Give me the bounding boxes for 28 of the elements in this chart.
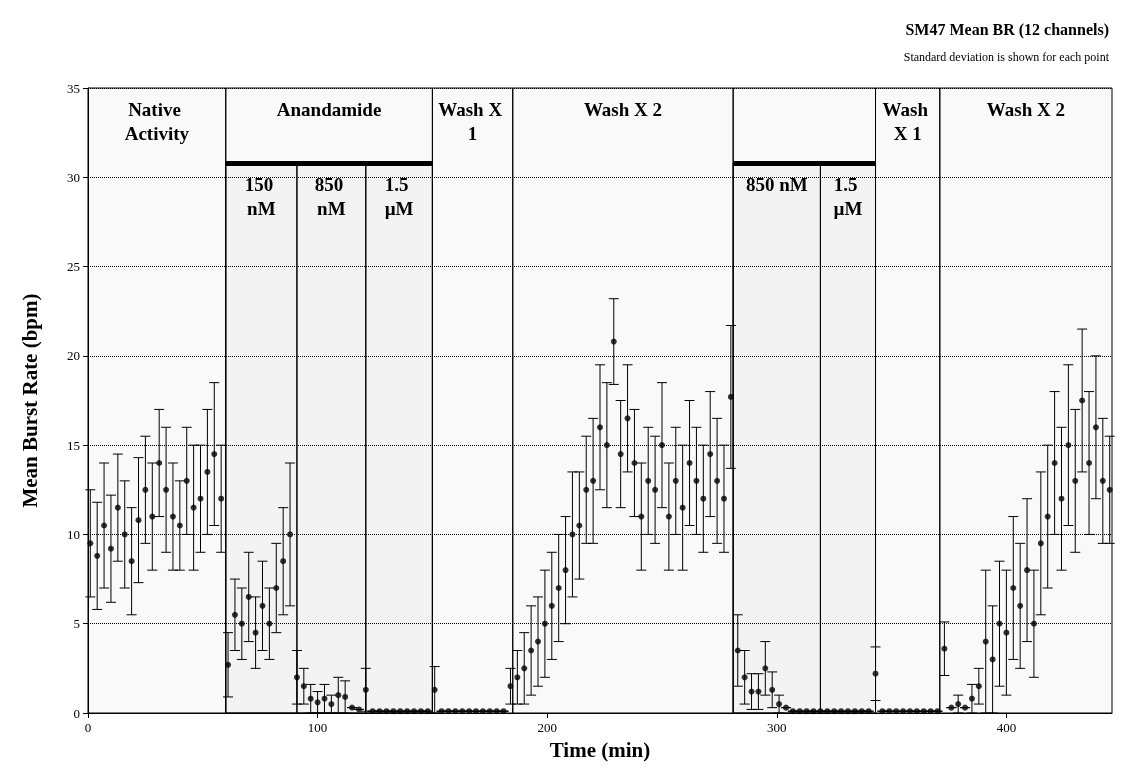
y-tick-label: 35 [67,80,80,96]
y-tick-label: 15 [67,437,80,453]
y-tick-label: 25 [67,259,80,275]
y-tick-label: 30 [67,169,80,185]
y-axis-title: Mean Burst Rate (bpm) [17,293,42,508]
x-tick-label: 200 [537,720,557,735]
x-axis-title: Time (min) [549,737,651,762]
band-label: Native Activity [124,99,190,144]
y-tick-label: 10 [67,526,80,542]
band-label: Wash X 2 [583,99,663,120]
x-tick-label: 100 [307,720,328,735]
band-label: Wash X 2 [986,99,1065,120]
x-tick-label: 300 [767,720,787,735]
y-tick-label: 0 [73,705,80,721]
band-label: 1.5 µM [833,174,863,219]
y-tick-label: 20 [67,348,80,364]
band-label: Anandamide [276,99,382,120]
band-label: Wash X 1 [882,99,933,144]
band-label: 1.5 µM [384,174,414,219]
y-tick-label: 5 [73,616,80,632]
band-label: 850 nM [314,174,348,219]
x-tick-label: 400 [996,720,1017,735]
band-label: Wash X 1 [438,99,507,144]
band-label: 150 nM [244,174,278,219]
band-label: 850 nM [745,174,808,195]
chart-title: SM47 Mean BR (12 channels) [905,20,1110,39]
chart-subtitle: Standard deviation is shown for each point [903,50,1110,64]
x-tick-label: 0 [84,720,92,735]
